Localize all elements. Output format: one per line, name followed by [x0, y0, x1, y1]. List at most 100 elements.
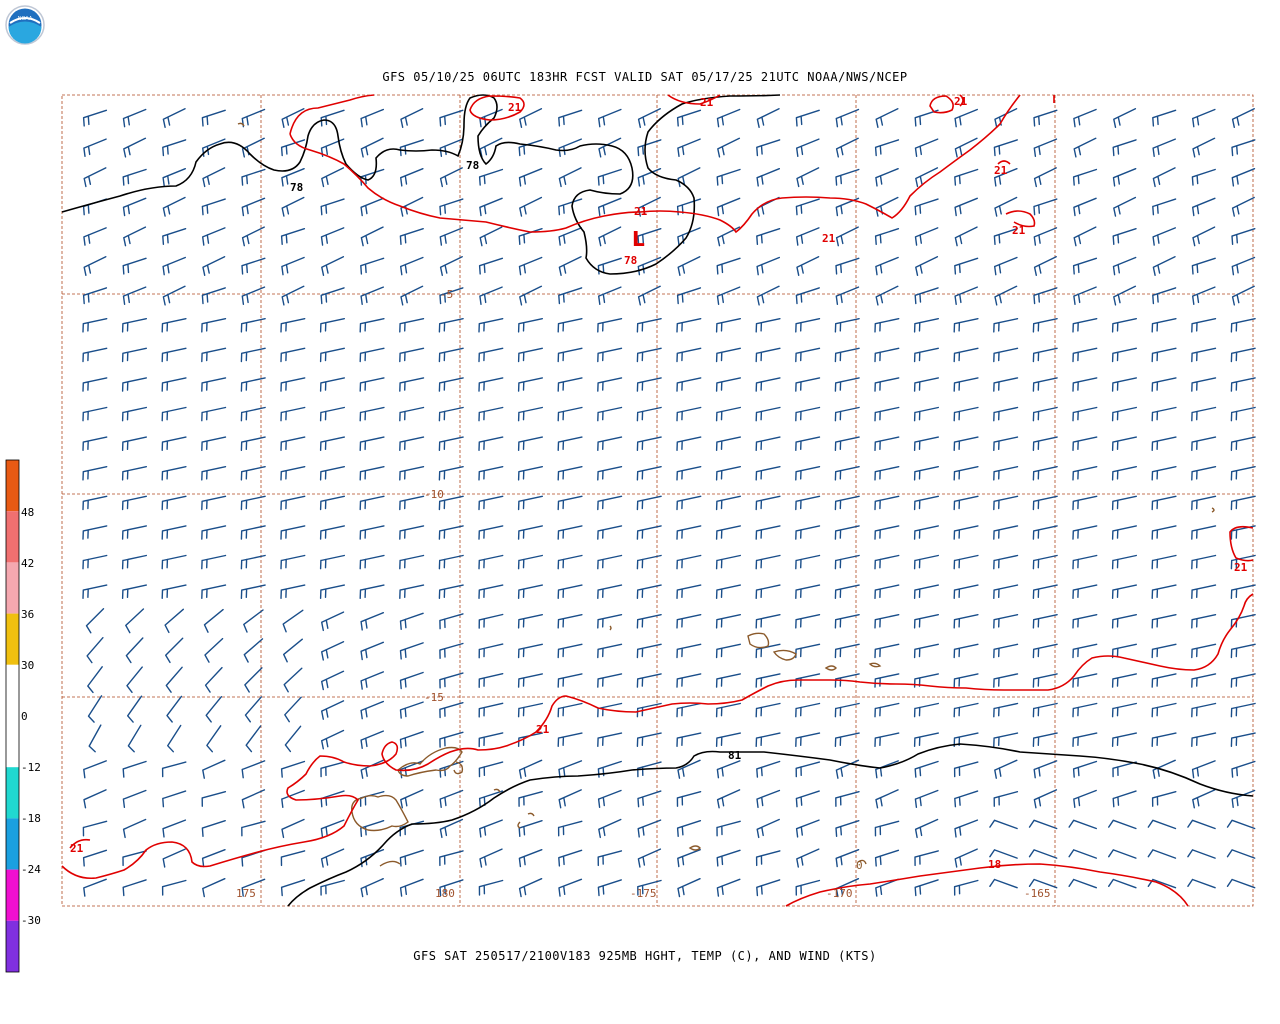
colorbar-label: 0	[21, 710, 28, 723]
wind-barb	[756, 285, 780, 306]
wind-barb	[954, 819, 979, 838]
wind-barb	[519, 196, 543, 217]
wind-barb	[439, 731, 464, 748]
wind-barb	[636, 673, 662, 688]
lon-label: -175	[630, 887, 657, 900]
wind-barb	[162, 108, 186, 128]
wind-barb	[597, 168, 622, 186]
wind-barb	[834, 406, 860, 422]
wind-barb	[1151, 554, 1177, 570]
wind-barb	[240, 377, 266, 392]
wind-barb	[85, 608, 105, 634]
wind-barb	[1192, 137, 1216, 158]
wind-barb	[319, 436, 345, 451]
wind-barb	[1231, 228, 1256, 245]
wind-barb	[202, 759, 226, 779]
wind-barb	[241, 820, 266, 837]
wind-barb	[597, 673, 623, 688]
wind-barb	[201, 554, 227, 570]
wind-barb	[558, 849, 583, 867]
wind-barb	[953, 554, 979, 570]
wind-barb	[122, 818, 147, 839]
wind-barb	[240, 466, 266, 481]
wind-barb	[281, 818, 305, 839]
wind-barb	[439, 227, 464, 246]
wind-barb	[126, 666, 143, 693]
wind-barb	[874, 584, 900, 599]
wind-barb	[479, 226, 503, 247]
wind-barb	[1151, 466, 1177, 481]
wind-barb	[1230, 406, 1256, 422]
wind-barb	[716, 168, 741, 186]
wind-barb	[874, 820, 900, 837]
wind-barb	[834, 347, 860, 363]
lon-label: 175	[236, 887, 256, 900]
wind-barb	[874, 228, 900, 245]
temperature-label: 21	[700, 96, 714, 109]
wind-barb	[439, 879, 464, 897]
wind-barb	[359, 318, 385, 333]
wind-barb	[161, 525, 187, 540]
wind-barb	[636, 347, 662, 363]
wind-barb	[517, 673, 543, 688]
wind-barb	[1113, 285, 1137, 306]
colorbar-label: -24	[21, 863, 41, 876]
wind-barb	[715, 525, 741, 540]
wind-barb	[953, 436, 979, 451]
wind-barb	[795, 554, 821, 570]
wind-barb	[284, 725, 302, 753]
wind-barb	[835, 137, 859, 158]
wind-barb	[121, 554, 147, 570]
wind-barb	[478, 318, 504, 333]
wind-barb	[518, 878, 543, 898]
wind-barb	[241, 226, 265, 247]
wind-barb	[204, 637, 224, 663]
wind-barb	[716, 760, 741, 779]
wind-barb	[914, 789, 939, 808]
wind-barb	[517, 318, 543, 333]
wind-barb	[517, 525, 543, 540]
wind-barb	[83, 138, 107, 157]
wind-barb	[439, 256, 463, 276]
wind-barb	[1032, 702, 1058, 718]
wind-barb	[1072, 525, 1098, 540]
wind-barb	[1187, 819, 1216, 830]
wind-barb	[835, 849, 860, 868]
wind-barb	[1152, 287, 1177, 305]
wind-barb	[202, 167, 226, 188]
wind-barb	[1111, 406, 1137, 422]
wind-barb	[283, 638, 303, 663]
wind-barb	[201, 287, 226, 305]
wind-barb	[597, 554, 623, 570]
wind-barb	[1231, 789, 1256, 808]
wind-barb	[121, 436, 147, 451]
wind-barb	[518, 139, 543, 157]
wind-barb	[755, 554, 781, 570]
wind-barb	[83, 167, 107, 188]
wind-barb	[558, 109, 583, 127]
wind-barb	[597, 850, 623, 867]
wind-barb	[359, 436, 385, 451]
wind-barb	[1191, 525, 1217, 540]
wind-barb	[201, 584, 227, 599]
temperature-label: 21	[1012, 224, 1026, 237]
wind-barb	[756, 168, 780, 187]
wind-barb	[121, 318, 147, 333]
wind-barb	[400, 108, 424, 128]
colorbar-label: 30	[21, 659, 34, 672]
wind-barb	[517, 377, 543, 392]
wind-barb	[676, 495, 702, 511]
wind-barb	[1231, 760, 1256, 778]
temperature-label: 21	[536, 723, 550, 736]
wind-barb	[280, 377, 306, 392]
wind-barb	[954, 286, 978, 305]
wind-barb	[598, 137, 622, 158]
wind-barb	[1111, 347, 1137, 363]
wind-barb	[438, 584, 464, 599]
wind-barb	[82, 287, 108, 305]
wind-barb	[243, 609, 264, 633]
wind-barb	[241, 197, 266, 217]
wind-barb	[360, 226, 384, 247]
wind-barb	[795, 732, 821, 747]
wind-barb	[557, 466, 583, 481]
